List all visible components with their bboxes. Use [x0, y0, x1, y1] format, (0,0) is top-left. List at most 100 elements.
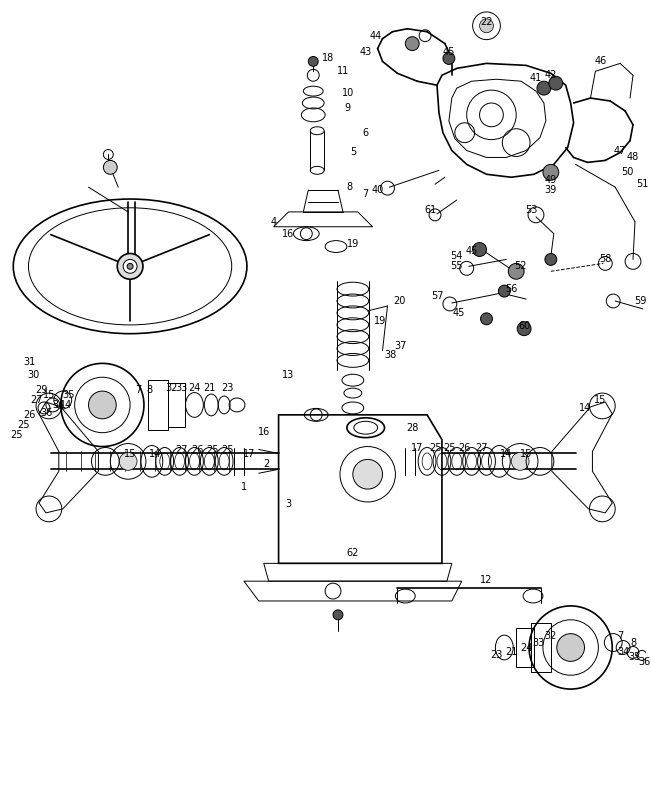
Text: 17: 17 [411, 442, 423, 453]
Text: 22: 22 [480, 17, 493, 27]
Text: 36: 36 [639, 658, 651, 667]
Text: 26: 26 [23, 410, 35, 420]
Text: 3: 3 [285, 499, 292, 509]
Text: 52: 52 [514, 262, 527, 271]
Circle shape [443, 53, 455, 64]
Text: 25: 25 [443, 442, 456, 453]
Circle shape [353, 459, 383, 489]
Text: 57: 57 [431, 291, 443, 301]
Text: 9: 9 [345, 103, 351, 113]
Text: 35: 35 [62, 390, 75, 400]
Text: 16: 16 [258, 426, 270, 437]
Circle shape [543, 164, 559, 180]
Text: 47: 47 [614, 146, 626, 155]
Text: 48: 48 [627, 153, 639, 162]
Circle shape [473, 242, 486, 257]
Text: 49: 49 [545, 175, 557, 186]
Text: 21: 21 [505, 647, 518, 658]
Text: 33: 33 [176, 383, 187, 393]
Text: 6: 6 [363, 128, 368, 138]
Circle shape [508, 263, 524, 279]
Text: 26: 26 [458, 442, 471, 453]
Text: 45: 45 [465, 246, 478, 257]
Text: 26: 26 [191, 445, 204, 454]
Text: 23: 23 [490, 650, 503, 661]
Text: 13: 13 [283, 370, 295, 380]
Circle shape [537, 82, 551, 95]
Circle shape [549, 76, 562, 90]
Text: 7: 7 [363, 189, 369, 199]
Text: 2: 2 [264, 459, 270, 470]
Text: 43: 43 [359, 46, 372, 57]
Circle shape [406, 37, 419, 50]
Text: 14: 14 [579, 403, 592, 413]
Text: 4: 4 [271, 217, 277, 226]
Text: 25: 25 [17, 420, 29, 430]
Text: 21: 21 [203, 383, 215, 393]
Text: 60: 60 [518, 321, 530, 330]
Text: 27: 27 [475, 442, 488, 453]
Text: 51: 51 [636, 179, 648, 189]
Text: 15: 15 [124, 450, 136, 459]
Circle shape [511, 453, 529, 470]
Text: 39: 39 [545, 185, 557, 195]
Text: 12: 12 [480, 575, 493, 585]
Circle shape [517, 322, 531, 336]
Text: 29: 29 [35, 385, 47, 395]
Text: 25: 25 [206, 445, 219, 454]
Text: 33: 33 [532, 638, 544, 647]
Circle shape [123, 259, 137, 274]
Text: 27: 27 [30, 395, 42, 405]
Text: 10: 10 [342, 88, 354, 98]
Text: 18: 18 [322, 54, 334, 63]
Text: 7: 7 [135, 385, 141, 395]
Text: 35: 35 [629, 653, 641, 662]
Text: 56: 56 [505, 284, 518, 294]
Text: 42: 42 [545, 70, 557, 80]
Text: 1: 1 [241, 482, 247, 492]
Text: 28: 28 [406, 422, 419, 433]
Text: 5: 5 [350, 147, 356, 158]
Text: 8: 8 [147, 385, 153, 395]
Circle shape [480, 19, 493, 33]
Text: 61: 61 [424, 205, 436, 215]
Text: 14: 14 [500, 450, 512, 459]
Circle shape [117, 254, 143, 279]
Text: 14: 14 [60, 400, 72, 410]
Text: 15: 15 [594, 395, 607, 405]
Text: 36: 36 [40, 408, 52, 418]
Text: 8: 8 [347, 182, 353, 192]
Circle shape [89, 391, 117, 419]
Text: 31: 31 [23, 358, 35, 367]
Text: 25: 25 [221, 445, 233, 454]
Circle shape [309, 57, 318, 66]
Text: 34: 34 [53, 400, 65, 410]
Circle shape [104, 161, 117, 174]
Text: 8: 8 [630, 638, 636, 647]
Text: 14: 14 [148, 450, 161, 459]
Text: 54: 54 [450, 251, 463, 262]
Text: 20: 20 [393, 296, 406, 306]
Text: 24: 24 [188, 383, 201, 393]
Text: 59: 59 [634, 296, 646, 306]
Text: 19: 19 [347, 238, 359, 249]
Text: 19: 19 [374, 316, 387, 326]
Text: 40: 40 [372, 185, 383, 195]
Circle shape [545, 254, 557, 266]
Text: 16: 16 [283, 229, 295, 238]
Text: 30: 30 [27, 370, 39, 380]
Circle shape [127, 263, 133, 270]
Text: 24: 24 [520, 642, 533, 653]
Circle shape [333, 610, 343, 620]
Text: 15: 15 [43, 390, 55, 400]
Text: 34: 34 [617, 647, 630, 658]
Text: 23: 23 [221, 383, 233, 393]
Circle shape [119, 453, 137, 470]
Text: 7: 7 [617, 630, 623, 641]
Text: 32: 32 [165, 383, 178, 393]
Text: 46: 46 [594, 57, 607, 66]
Text: 50: 50 [621, 167, 633, 178]
Text: 17: 17 [243, 450, 255, 459]
Text: 25: 25 [10, 430, 23, 440]
Text: 62: 62 [346, 549, 359, 558]
